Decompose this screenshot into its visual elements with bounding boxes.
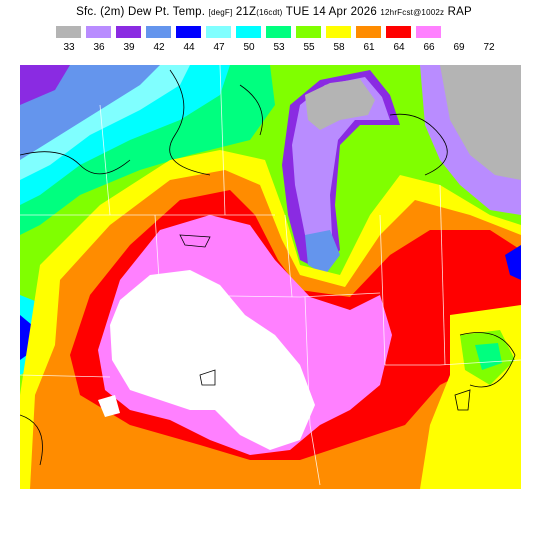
title-main: Sfc. (2m) Dew Pt. Temp. bbox=[76, 6, 206, 18]
contour-line bbox=[179, 234, 211, 248]
legend-label: 42 bbox=[153, 42, 165, 53]
legend-label: 66 bbox=[423, 42, 435, 53]
region-nw-purple bbox=[20, 65, 70, 105]
region-white-core bbox=[110, 270, 315, 450]
region-se-springgreen bbox=[475, 343, 502, 370]
boundary-line bbox=[304, 296, 321, 486]
map-svg bbox=[20, 65, 521, 489]
legend-label: 64 bbox=[393, 42, 405, 53]
state-boundaries bbox=[20, 65, 521, 486]
legend-swatch bbox=[56, 26, 81, 38]
legend-swatch bbox=[116, 26, 141, 38]
legend-swatch bbox=[296, 26, 321, 38]
title-unit: [degF] bbox=[208, 8, 233, 17]
legend-swatch bbox=[146, 26, 171, 38]
title-valid-time: 21Z bbox=[235, 6, 257, 18]
title-date: TUE 14 Apr 2026 bbox=[285, 6, 377, 18]
contour-line bbox=[454, 389, 471, 411]
legend-label: 47 bbox=[213, 42, 225, 53]
region-se-blue bbox=[505, 245, 521, 280]
contour-line bbox=[199, 369, 216, 386]
contour-line bbox=[169, 69, 211, 176]
legend-swatch bbox=[326, 26, 351, 38]
boundary-line bbox=[20, 374, 111, 378]
legend-swatch bbox=[416, 26, 441, 38]
legend-label: 58 bbox=[333, 42, 345, 53]
legend-swatch bbox=[446, 26, 471, 38]
legend-label: 36 bbox=[93, 42, 105, 53]
legend-label: 44 bbox=[183, 42, 195, 53]
legend-label: 69 bbox=[453, 42, 465, 53]
contour-line bbox=[389, 113, 448, 176]
legend-label: 72 bbox=[483, 42, 495, 53]
contour-line bbox=[459, 332, 516, 388]
legend-swatch bbox=[266, 26, 291, 38]
legend-label: 53 bbox=[273, 42, 285, 53]
region-lake-superior-gray bbox=[305, 79, 375, 130]
map-title: Sfc. (2m) Dew Pt. Temp. [degF] 21Z(16cdt… bbox=[0, 6, 548, 18]
dewpoint-map bbox=[20, 65, 521, 489]
boundary-line bbox=[154, 214, 161, 296]
region-white-patch bbox=[98, 395, 120, 417]
legend-label: 55 bbox=[303, 42, 315, 53]
legend-swatch bbox=[236, 26, 261, 38]
boundary-line bbox=[379, 214, 386, 366]
legend-label: 39 bbox=[123, 42, 135, 53]
contour-lines bbox=[20, 69, 516, 466]
region-ne-gray bbox=[440, 65, 521, 180]
boundary-line bbox=[439, 184, 446, 366]
contour-line bbox=[239, 84, 263, 136]
boundary-line bbox=[159, 292, 381, 298]
contour-line bbox=[20, 414, 43, 466]
legend-swatch bbox=[386, 26, 411, 38]
legend-label: 61 bbox=[363, 42, 375, 53]
contour-line bbox=[20, 151, 131, 175]
title-model: RAP bbox=[447, 6, 472, 18]
region-lake-michigan-cornflower bbox=[305, 230, 340, 275]
legend-label: 33 bbox=[63, 42, 75, 53]
legend-swatch bbox=[206, 26, 231, 38]
boundary-line bbox=[385, 359, 521, 366]
title-forecast-info: 12hrFcst@1002z bbox=[380, 8, 445, 17]
title-local-time: (16cdt) bbox=[256, 8, 283, 17]
legend-label: 50 bbox=[243, 42, 255, 53]
legend-swatch bbox=[176, 26, 201, 38]
legend-swatch bbox=[86, 26, 111, 38]
boundary-line bbox=[284, 214, 293, 298]
legend-swatch bbox=[356, 26, 381, 38]
boundary-line bbox=[99, 104, 111, 216]
boundary-line bbox=[219, 65, 226, 216]
